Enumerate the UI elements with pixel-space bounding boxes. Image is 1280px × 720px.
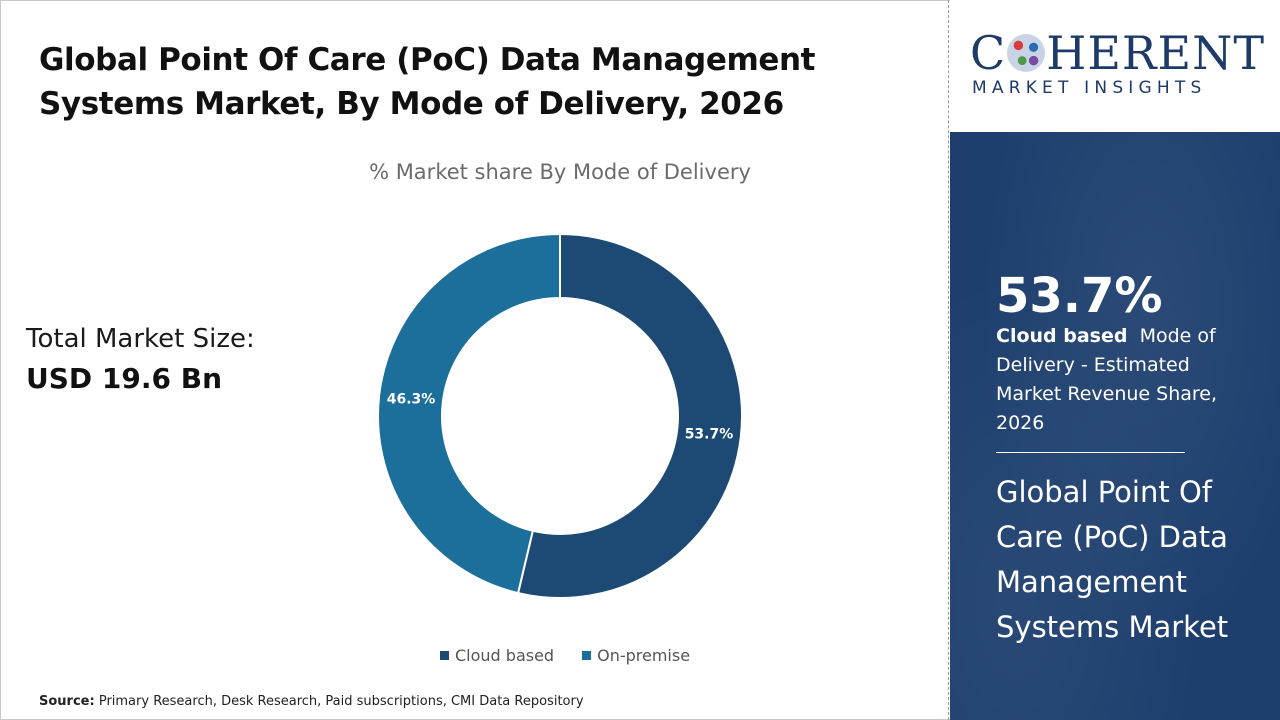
logo-letters: HERENT — [1046, 26, 1266, 80]
market-size-value: USD 19.6 Bn — [26, 362, 222, 395]
highlight-description-text: Mode of Delivery - Estimated Market Reve… — [996, 325, 1218, 434]
legend-swatch-on-premise — [582, 651, 592, 660]
source-text: Primary Research, Desk Research, Paid su… — [98, 694, 584, 709]
legend-label-cloud-based: Cloud based — [455, 646, 555, 665]
highlight-percent: 53.7% — [996, 268, 1163, 324]
chart-area: Global Point Of Care (PoC) Data Manageme… — [26, 42, 816, 709]
highlight-description: Cloud based Mode of Delivery - Estimated… — [996, 322, 1246, 438]
source-label: Source: — [39, 694, 95, 709]
slice-on-premise — [377, 232, 561, 595]
logo-globe-icon — [1007, 34, 1046, 72]
logo-letter-c: C — [970, 26, 1007, 80]
data-label-cloud-based: 53.7% — [685, 426, 734, 442]
panel-market-name: Global Point Of Care (PoC) Data Manageme… — [996, 475, 1229, 644]
legend-label-on-premise: On-premise — [597, 646, 691, 665]
highlight-panel: 53.7% Cloud based Mode of Delivery - Est… — [950, 132, 1280, 720]
chart-title: % Market share By Mode of Delivery — [369, 160, 751, 184]
market-size-label: Total Market Size: — [26, 324, 255, 354]
legend-item-on-premise: On-premise — [582, 646, 690, 665]
chart-legend: Cloud based On-premise — [440, 646, 690, 665]
page-title: Global Point Of Care (PoC) Data Manageme… — [39, 42, 816, 122]
slice-cloud-based — [516, 232, 743, 599]
panel-divider — [996, 452, 1185, 453]
logo-wordmark: C HERENT — [970, 28, 1265, 78]
legend-item-cloud-based: Cloud based — [440, 646, 554, 665]
divider-line — [948, 0, 950, 720]
logo-tagline: MARKET INSIGHTS — [972, 78, 1207, 98]
data-label-on-premise: 46.3% — [387, 392, 436, 408]
highlight-segment: Cloud based — [996, 325, 1128, 347]
donut-chart: 53.7% 46.3% — [377, 232, 743, 599]
source-note: Source: Primary Research, Desk Research,… — [39, 694, 584, 709]
logo: C HERENT MARKET INSIGHTS — [950, 0, 1280, 132]
legend-swatch-cloud-based — [440, 651, 449, 660]
